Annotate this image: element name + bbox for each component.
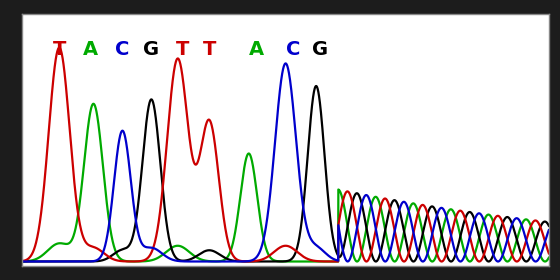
Text: T: T — [176, 40, 190, 59]
Text: C: C — [286, 40, 301, 59]
Text: A: A — [83, 40, 99, 59]
Text: G: G — [143, 40, 160, 59]
Text: A: A — [249, 40, 264, 59]
Text: G: G — [312, 40, 328, 59]
Text: T: T — [53, 40, 66, 59]
Text: C: C — [115, 40, 129, 59]
Text: T: T — [203, 40, 216, 59]
